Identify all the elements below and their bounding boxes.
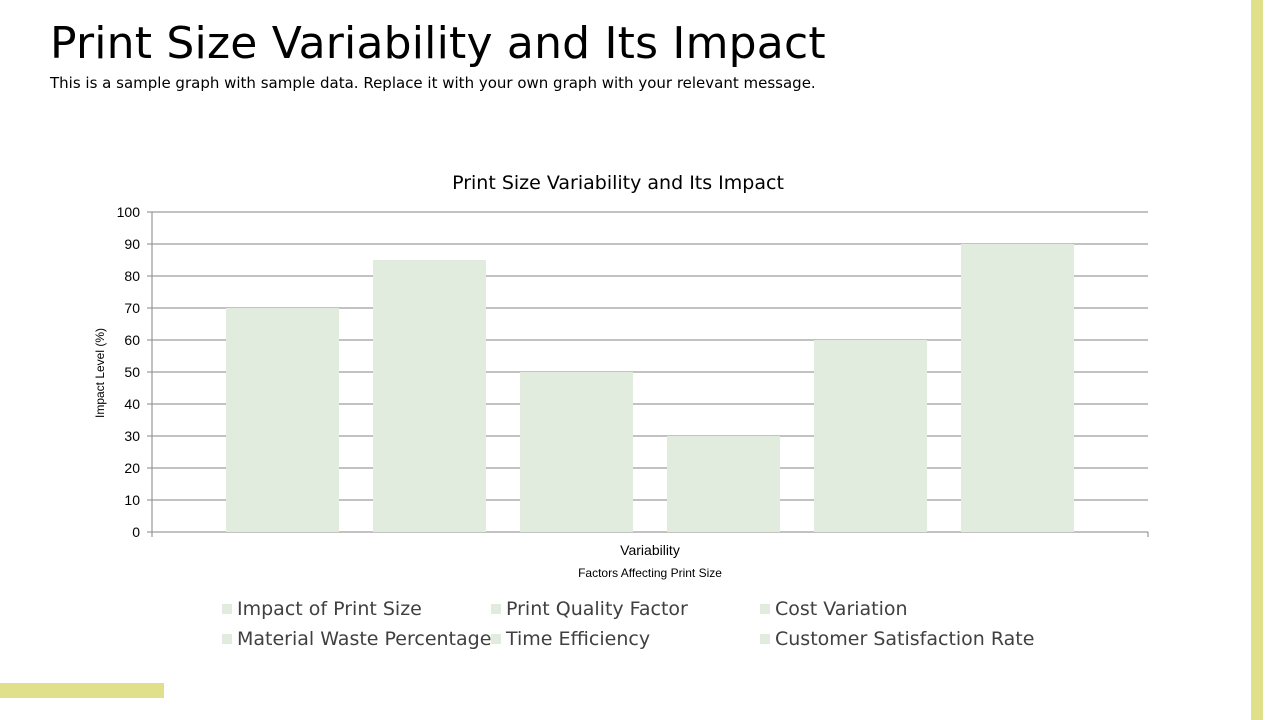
legend-swatch: [491, 604, 501, 614]
bar-1: [226, 308, 339, 532]
y-tick-label: 50: [124, 364, 140, 380]
bar-5: [814, 340, 927, 532]
bar-4: [667, 436, 780, 532]
legend-swatch: [491, 634, 501, 644]
legend-item: Print Quality Factor: [491, 598, 760, 620]
accent-bar-right: [1251, 0, 1263, 720]
legend-label: Print Quality Factor: [506, 598, 688, 620]
legend-item: Customer Satisfaction Rate: [760, 628, 1042, 650]
x-category-label: Variability: [620, 542, 680, 558]
legend-swatch: [760, 604, 770, 614]
legend-label: Customer Satisfaction Rate: [775, 628, 1035, 650]
legend-item: Time Efficiency: [491, 628, 760, 650]
y-tick-label: 80: [124, 268, 140, 284]
legend-item: Material Waste Percentage: [222, 628, 491, 650]
bar-2: [373, 260, 486, 532]
y-tick-label: 10: [124, 492, 140, 508]
bar-3: [520, 372, 633, 532]
legend-label: Material Waste Percentage: [237, 628, 492, 650]
y-tick-label: 90: [124, 236, 140, 252]
x-axis-title: Factors Affecting Print Size: [578, 566, 722, 580]
slide-title: Print Size Variability and Its Impact: [50, 18, 826, 69]
legend-label: Cost Variation: [775, 598, 908, 620]
legend-item: Impact of Print Size: [222, 598, 491, 620]
chart-legend: Impact of Print Size Print Quality Factor…: [222, 598, 1042, 650]
legend-swatch: [222, 604, 232, 614]
y-tick-label: 70: [124, 300, 140, 316]
legend-item: Cost Variation: [760, 598, 1042, 620]
y-tick-label: 30: [124, 428, 140, 444]
y-tick-label: 60: [124, 332, 140, 348]
legend-label: Impact of Print Size: [237, 598, 422, 620]
legend-swatch: [760, 634, 770, 644]
bar-6: [961, 244, 1074, 532]
y-axis-title: Impact Level (%): [93, 328, 107, 418]
y-tick-label: 20: [124, 460, 140, 476]
chart-title: Print Size Variability and Its Impact: [452, 172, 784, 194]
y-tick-label: 40: [124, 396, 140, 412]
slide-subtitle: This is a sample graph with sample data.…: [50, 74, 816, 92]
y-tick-label: 0: [132, 524, 140, 540]
y-tick-label: 100: [117, 204, 141, 220]
legend-label: Time Efficiency: [506, 628, 651, 650]
accent-bar-bottom: [0, 683, 164, 698]
legend-swatch: [222, 634, 232, 644]
